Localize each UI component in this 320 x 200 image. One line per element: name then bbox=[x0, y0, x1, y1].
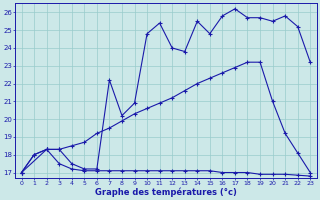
X-axis label: Graphe des températures (°c): Graphe des températures (°c) bbox=[95, 187, 237, 197]
